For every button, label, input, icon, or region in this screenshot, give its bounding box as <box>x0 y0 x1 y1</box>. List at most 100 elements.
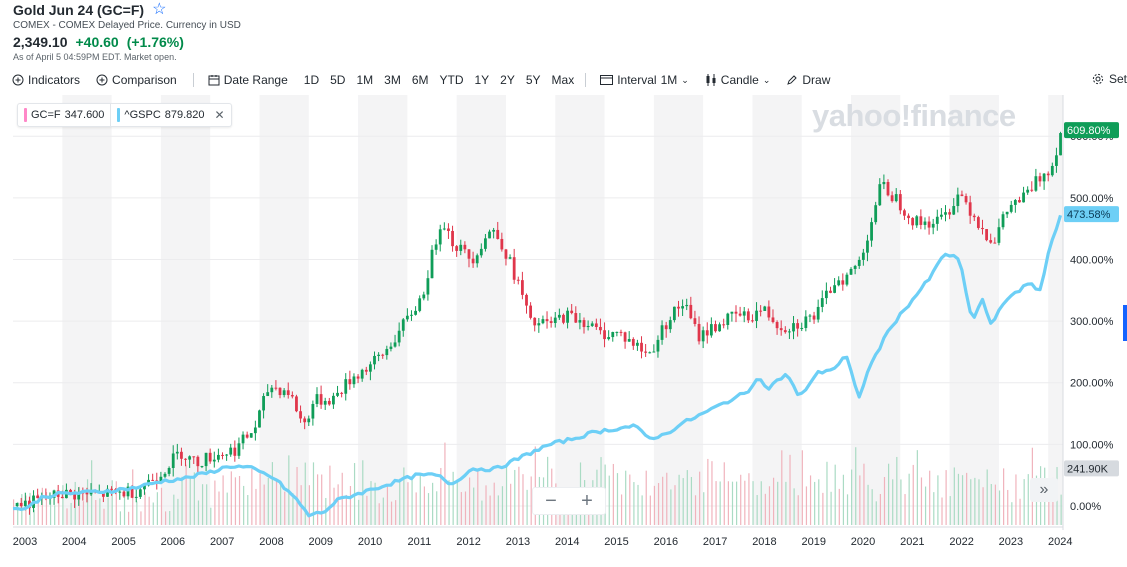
candle-body <box>212 459 216 462</box>
chart-type-button[interactable]: Candle ⌄ <box>705 73 770 87</box>
candle-body <box>599 326 602 331</box>
candle-body <box>504 249 508 259</box>
candle-body <box>775 322 779 329</box>
candle-body <box>196 456 200 467</box>
candle-body <box>792 323 795 332</box>
volume-bar <box>493 482 495 525</box>
candle-body <box>225 454 229 456</box>
volume-bar <box>29 492 31 525</box>
y-tick-label: 200.00% <box>1070 378 1114 390</box>
pencil-icon <box>787 75 798 85</box>
candle-body <box>705 330 709 336</box>
range-5y-button[interactable]: 5Y <box>525 73 541 87</box>
indicators-button[interactable]: Indicators <box>12 73 80 87</box>
candle-body <box>171 453 175 468</box>
volume-bar <box>119 511 122 525</box>
candle-body <box>940 214 943 217</box>
candle-body <box>360 369 364 379</box>
candle-body <box>841 280 845 285</box>
volume-bar <box>875 501 877 525</box>
zoom-out-button[interactable]: − <box>545 489 557 512</box>
volume-bar <box>994 484 997 525</box>
volume-bar <box>247 495 249 525</box>
candle-body <box>557 314 561 318</box>
draw-button[interactable]: Draw <box>786 73 830 87</box>
range-6m-button[interactable]: 6M <box>411 73 429 87</box>
close-icon[interactable]: ✕ <box>214 108 225 122</box>
volume-bar <box>395 500 397 525</box>
gold-last-label-bg <box>1064 122 1119 139</box>
volume-bar <box>185 464 187 525</box>
candle-body <box>603 330 606 340</box>
volume-bar <box>415 492 417 525</box>
comparison-button[interactable]: Comparison <box>96 73 177 87</box>
y-tick-label: 500.00% <box>1070 193 1114 205</box>
volume-bar <box>662 476 664 525</box>
price-change: +40.60 <box>75 34 119 50</box>
candle-body <box>742 311 746 316</box>
range-max-button[interactable]: Max <box>551 73 575 87</box>
range-5d-button[interactable]: 5D <box>330 73 346 87</box>
volume-bar <box>304 462 306 525</box>
star-icon[interactable]: ☆ <box>152 1 167 18</box>
year-band <box>456 95 506 525</box>
volume-bar <box>764 493 766 525</box>
volume-bar <box>978 479 980 525</box>
volume-bar <box>707 458 709 525</box>
volume-bar <box>1048 501 1050 525</box>
settings-button[interactable]: Set <box>1092 72 1127 86</box>
candle-body <box>216 454 220 460</box>
quote-subtitle: COMEX - COMEX Delayed Price. Currency in… <box>13 20 241 31</box>
date-range-button[interactable]: Date Range <box>208 73 288 87</box>
legend-gspc[interactable]: ^GSPC 879.820 ✕ <box>110 104 230 126</box>
volume-bar <box>805 486 808 525</box>
x-tick-label: 2003 <box>13 536 37 548</box>
zoom-in-button[interactable]: + <box>581 489 593 512</box>
volume-bar <box>489 495 491 525</box>
candle-body <box>894 194 898 202</box>
candle-body <box>192 456 196 458</box>
volume-bar <box>908 473 910 525</box>
volume-bar <box>1015 474 1017 525</box>
volume-bar <box>366 495 368 525</box>
legend-gold[interactable]: GC=F 347.600 <box>18 104 110 126</box>
volume-bar <box>464 491 467 525</box>
volume-bar <box>49 498 52 525</box>
yahoo-finance-watermark: yahoo!finance <box>812 98 1016 133</box>
volume-bar <box>169 511 171 525</box>
volume-bar <box>440 467 442 525</box>
x-tick-label: 2021 <box>900 536 924 548</box>
candle-body <box>229 447 233 455</box>
draw-label: Draw <box>802 73 831 87</box>
candle-body <box>931 223 935 228</box>
x-tick-label: 2013 <box>506 536 530 548</box>
volume-bar <box>522 474 524 525</box>
interval-button[interactable]: Interval 1M ⌄ <box>600 73 689 87</box>
candle-body <box>323 400 327 405</box>
range-1d-button[interactable]: 1D <box>303 73 320 87</box>
settings-label: Set <box>1108 72 1127 86</box>
range-1m-button[interactable]: 1M <box>356 73 374 87</box>
side-panel-handle[interactable] <box>1123 305 1127 341</box>
candle-body <box>623 332 627 342</box>
range-3m-button[interactable]: 3M <box>384 73 401 87</box>
candle-body <box>734 311 738 314</box>
gold-last-label: 609.80% <box>1067 125 1111 137</box>
scroll-to-latest-button[interactable]: » <box>1030 478 1058 502</box>
volume-bar <box>526 489 528 525</box>
volume-bar <box>625 470 627 525</box>
volume-bar <box>468 477 471 525</box>
range-1y-button[interactable]: 1Y <box>474 73 490 87</box>
candle-body <box>689 304 693 319</box>
range-2y-button[interactable]: 2Y <box>500 73 515 87</box>
volume-bar <box>189 477 191 525</box>
volume-bar <box>888 463 890 525</box>
volume-bar <box>723 462 725 525</box>
candle-body <box>800 327 804 329</box>
volume-bar <box>690 476 693 525</box>
gspc-last-label: 473.58% <box>1067 209 1111 221</box>
range-ytd-button[interactable]: YTD <box>439 73 464 87</box>
candle-body <box>389 346 393 349</box>
candle-body <box>570 310 574 314</box>
